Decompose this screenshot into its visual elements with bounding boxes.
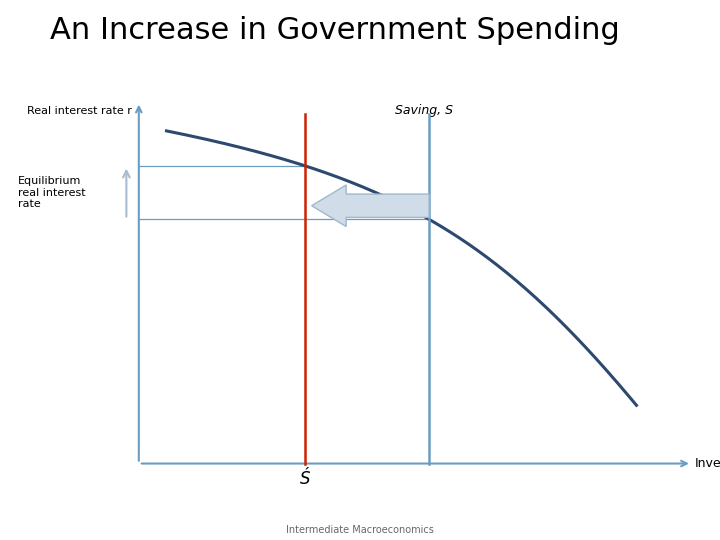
Text: Saving, S: Saving, S [395, 104, 453, 117]
Text: Equilibrium
real interest
rate: Equilibrium real interest rate [18, 176, 86, 209]
Polygon shape [312, 185, 429, 226]
Text: An Increase in Government Spending: An Increase in Government Spending [50, 16, 620, 45]
Text: Intermediate Macroeconomics: Intermediate Macroeconomics [286, 524, 434, 535]
Text: Real interest rate r: Real interest rate r [27, 106, 132, 116]
Text: Ś: Ś [300, 470, 310, 488]
Text: Investment: Investment [696, 457, 720, 470]
